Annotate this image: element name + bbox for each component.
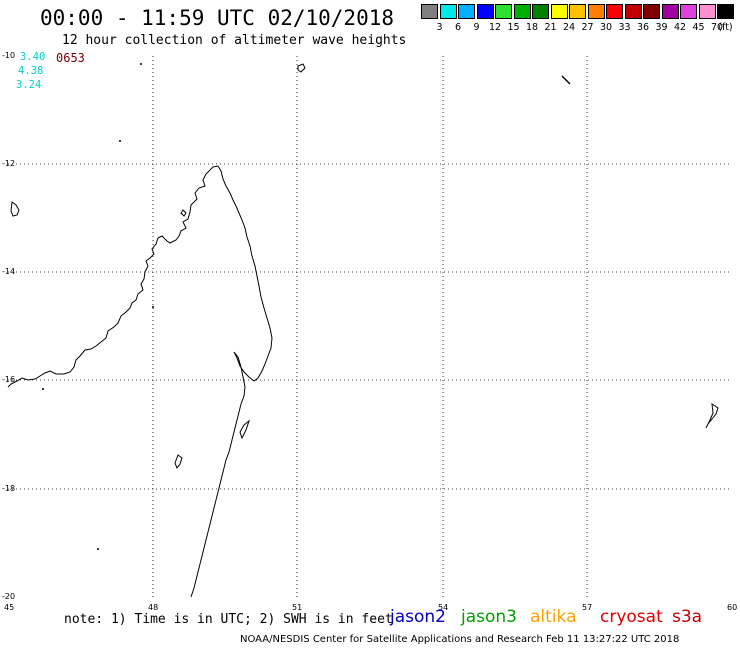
lat-label: -14: [2, 267, 16, 276]
legend-label: 70: [710, 22, 724, 33]
legend-swatch: [476, 4, 494, 19]
satellite-altika: altika: [530, 607, 577, 627]
legend-swatch: [624, 4, 642, 19]
lon-label: 45: [4, 603, 15, 612]
legend-label: 39: [655, 22, 668, 33]
legend-swatch: [495, 4, 512, 19]
legend-swatch: [643, 4, 660, 19]
legend-unit: (ft): [718, 22, 733, 33]
footer-note: note: 1) Time is in UTC; 2) SWH is in fe…: [64, 612, 393, 627]
lat-label: -18: [2, 484, 16, 493]
legend-swatch: [606, 4, 623, 19]
legend-swatch: [717, 4, 734, 19]
island-reunion: [705, 402, 719, 429]
legend-swatch: [680, 4, 697, 19]
lon-label: 48: [148, 603, 159, 612]
island-ne: [561, 75, 571, 85]
legend-label: 42: [673, 22, 687, 33]
swh-value-2: 4.38: [18, 65, 44, 77]
legend-swatch: [661, 4, 679, 19]
lat-label: -20: [2, 592, 16, 601]
lon-label: 51: [292, 603, 303, 612]
lat-label: -12: [2, 159, 16, 168]
legend-label: 30: [599, 22, 613, 33]
lon-label: 60: [727, 603, 738, 612]
satellite-jason3: jason3: [461, 607, 517, 627]
satellite-s3a: s3a: [672, 607, 703, 627]
legend-label: 21: [544, 22, 557, 33]
legend-label: 18: [525, 22, 539, 33]
legend-label: 36: [636, 22, 650, 33]
legend-label: 33: [618, 22, 631, 33]
legend-swatch: [513, 4, 531, 19]
island-comoros: [10, 201, 20, 217]
legend-swatch: [532, 4, 549, 19]
lat-label: -16: [2, 375, 16, 384]
legend-swatch: [439, 4, 457, 19]
legend-label: 24: [562, 22, 576, 33]
lon-label: 54: [438, 603, 449, 612]
legend-label: 6: [454, 22, 462, 33]
lon-label: 57: [582, 603, 593, 612]
lat-lon-grid: [8, 56, 732, 597]
credit-line: NOAA/NESDIS Center for Satellite Applica…: [240, 634, 680, 645]
legend-swatch: [698, 4, 716, 19]
swh-value-1: 3.40: [20, 51, 46, 63]
madagascar-coastline: [7, 165, 273, 598]
island-nosy-be: [180, 209, 187, 217]
legend-label: 27: [581, 22, 594, 33]
island-north: [297, 63, 306, 73]
satellite-jason2: jason2: [390, 607, 446, 627]
legend-label: 9: [473, 22, 480, 33]
swh-value-3: 3.24: [16, 79, 42, 91]
legend-swatch: [550, 4, 568, 19]
legend-label: 15: [507, 22, 520, 33]
satellite-cryosat: cryosat: [600, 607, 663, 627]
legend-swatch: [421, 4, 438, 19]
pass-time-label: 0653: [56, 51, 85, 65]
island-west: [174, 454, 183, 470]
legend-label: 12: [488, 22, 502, 33]
legend-label: 45: [692, 22, 705, 33]
map-subtitle: 12 hour collection of altimeter wave hei…: [62, 33, 407, 48]
lat-label: -10: [2, 51, 16, 60]
legend-swatch: [458, 4, 475, 19]
legend-swatch: [587, 4, 605, 19]
legend-label: 3: [436, 22, 443, 33]
island-east-coast: [239, 419, 251, 440]
legend-swatch: [569, 4, 586, 19]
map-title: 00:00 - 11:59 UTC 02/10/2018: [40, 6, 395, 30]
